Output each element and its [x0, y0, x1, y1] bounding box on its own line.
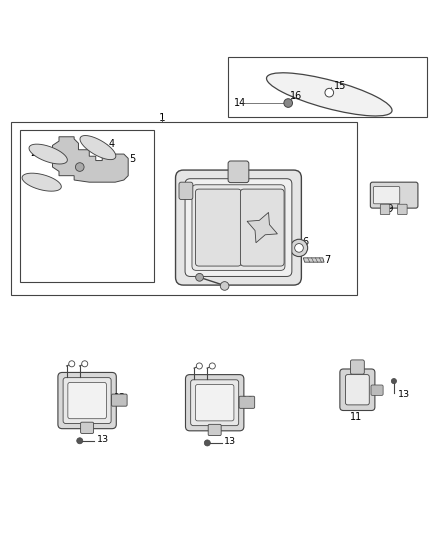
- Circle shape: [284, 99, 293, 107]
- Circle shape: [220, 281, 229, 290]
- FancyBboxPatch shape: [112, 394, 127, 406]
- FancyBboxPatch shape: [185, 179, 292, 277]
- FancyBboxPatch shape: [380, 204, 390, 215]
- Ellipse shape: [266, 73, 392, 116]
- Text: 13: 13: [97, 435, 109, 444]
- FancyBboxPatch shape: [350, 360, 364, 374]
- Text: 5: 5: [129, 154, 135, 164]
- FancyBboxPatch shape: [179, 182, 193, 199]
- Text: 16: 16: [290, 91, 303, 101]
- Polygon shape: [53, 137, 128, 182]
- Text: 13: 13: [398, 390, 410, 399]
- Text: 15: 15: [334, 80, 346, 91]
- Text: 1: 1: [159, 113, 165, 123]
- Text: 11: 11: [350, 413, 363, 423]
- FancyBboxPatch shape: [371, 182, 418, 208]
- Text: 3: 3: [28, 177, 34, 187]
- Polygon shape: [29, 144, 67, 164]
- Circle shape: [209, 363, 215, 369]
- Text: 13: 13: [224, 437, 237, 446]
- FancyBboxPatch shape: [195, 384, 234, 421]
- FancyBboxPatch shape: [208, 424, 221, 435]
- Circle shape: [290, 239, 307, 256]
- FancyBboxPatch shape: [20, 130, 154, 281]
- FancyBboxPatch shape: [373, 187, 400, 204]
- Text: 8: 8: [191, 270, 197, 280]
- Text: 9: 9: [387, 204, 393, 214]
- FancyBboxPatch shape: [239, 396, 254, 408]
- Circle shape: [295, 244, 304, 252]
- Text: 14: 14: [234, 98, 247, 108]
- FancyBboxPatch shape: [228, 161, 249, 183]
- Polygon shape: [247, 212, 277, 243]
- FancyBboxPatch shape: [340, 369, 375, 410]
- Circle shape: [196, 363, 202, 369]
- FancyBboxPatch shape: [11, 122, 357, 295]
- Text: 2: 2: [30, 148, 36, 158]
- FancyBboxPatch shape: [185, 375, 244, 431]
- FancyBboxPatch shape: [191, 380, 239, 426]
- FancyBboxPatch shape: [192, 185, 285, 270]
- Text: 4: 4: [109, 139, 115, 149]
- FancyBboxPatch shape: [81, 422, 94, 433]
- Text: 12: 12: [114, 393, 126, 403]
- Circle shape: [204, 440, 210, 446]
- FancyBboxPatch shape: [176, 170, 301, 285]
- Circle shape: [391, 378, 396, 384]
- Polygon shape: [80, 135, 116, 159]
- Circle shape: [196, 273, 203, 281]
- Circle shape: [325, 88, 334, 97]
- FancyBboxPatch shape: [63, 378, 111, 424]
- Text: 6: 6: [303, 237, 309, 247]
- FancyBboxPatch shape: [68, 382, 106, 419]
- Text: 10: 10: [241, 395, 254, 406]
- Polygon shape: [22, 173, 61, 191]
- FancyBboxPatch shape: [398, 204, 407, 215]
- FancyBboxPatch shape: [371, 385, 383, 395]
- Circle shape: [82, 361, 88, 367]
- FancyBboxPatch shape: [58, 373, 117, 429]
- FancyBboxPatch shape: [346, 375, 369, 405]
- Polygon shape: [304, 258, 324, 262]
- FancyBboxPatch shape: [228, 56, 427, 117]
- FancyBboxPatch shape: [240, 189, 284, 266]
- Circle shape: [77, 438, 83, 444]
- Circle shape: [69, 361, 75, 367]
- FancyBboxPatch shape: [195, 189, 241, 266]
- Circle shape: [75, 163, 84, 172]
- Text: 7: 7: [324, 255, 330, 264]
